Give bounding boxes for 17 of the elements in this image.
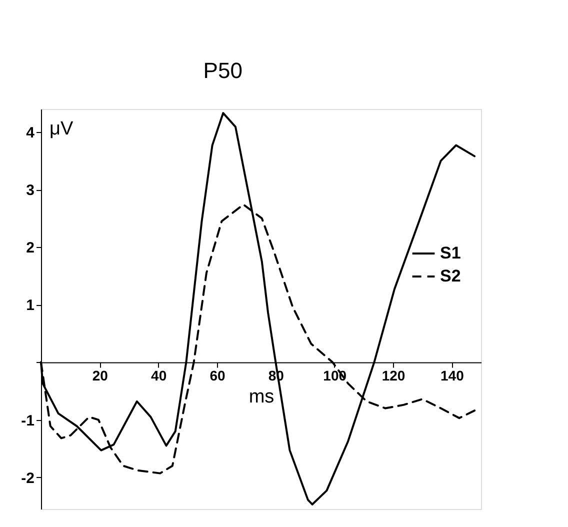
y-tick-label: -1: [21, 412, 34, 430]
x-tick-label: 120: [382, 368, 406, 384]
y-axis-title: μV: [50, 118, 74, 140]
y-tick-label: -2: [21, 470, 34, 487]
y-tick-label: 1: [26, 297, 34, 314]
annotation: P50: [203, 58, 242, 84]
y-tick-label: 4: [26, 124, 36, 142]
x-axis-title: ms: [248, 386, 274, 408]
x-tick-label: 60: [210, 368, 226, 384]
y-tick-label: 3: [26, 182, 34, 200]
x-tick-label: 100: [323, 368, 347, 384]
legend-label: S1: [440, 244, 461, 262]
y-tick-label: 2: [26, 240, 34, 257]
x-tick-label: 140: [440, 368, 464, 384]
legend-label: S2: [440, 266, 461, 286]
x-tick-label: 20: [92, 368, 108, 384]
x-tick-label: 40: [151, 368, 167, 384]
